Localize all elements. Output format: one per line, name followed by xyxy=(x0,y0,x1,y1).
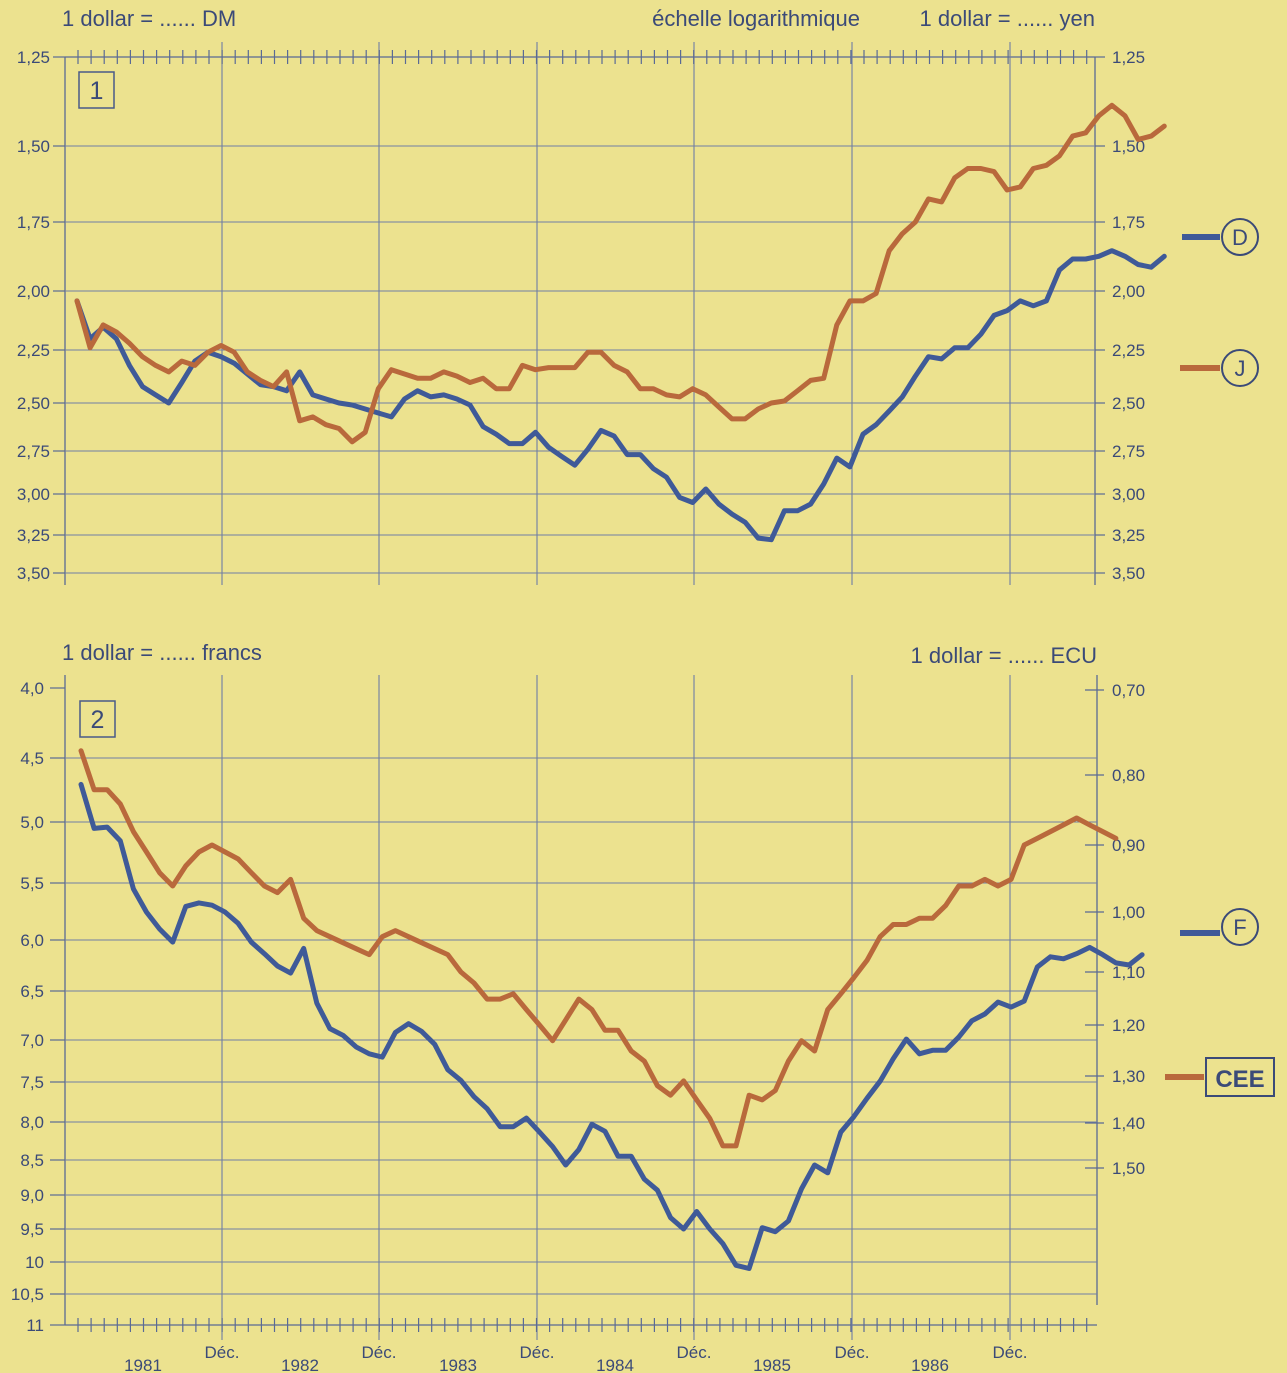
panel2-left-tick-label: 4,0 xyxy=(20,679,44,698)
series-line-J xyxy=(74,102,1167,445)
panel1-left-tick-label: 3,00 xyxy=(17,485,50,504)
panel2: 2 4,0 4,5 5,0 5,5 6,0 6,5 7,0 7,5 8,0 8,5 9,0 9,5 10… xyxy=(11,675,1145,1340)
panel2-left-tick-label: 9,0 xyxy=(20,1186,44,1205)
panel2-right-tick-label: 1,00 xyxy=(1112,903,1145,922)
panel2-left-tick-label: 10,5 xyxy=(11,1285,44,1304)
panel1-right-tick-label: 1,25 xyxy=(1112,48,1145,67)
panel2-grid xyxy=(65,675,1097,1340)
legend-D-label: D xyxy=(1232,225,1248,250)
x-year-label: 1982 xyxy=(281,1356,319,1373)
x-dec-label: Déc. xyxy=(205,1343,240,1362)
legend-CEE-label: CEE xyxy=(1215,1066,1264,1093)
panel2-right-tick-label: 1,10 xyxy=(1112,963,1145,982)
panel2-right-tick-label: 0,70 xyxy=(1112,681,1145,700)
panel1-right-tick-label: 3,25 xyxy=(1112,526,1145,545)
panel2-left-tick-label: 8,5 xyxy=(20,1151,44,1170)
legend-J-circle xyxy=(1221,349,1259,387)
legend-CEE-box xyxy=(1205,1057,1275,1097)
panel2-left-tick-label: 9,5 xyxy=(20,1220,44,1239)
panel1-label-box xyxy=(78,71,115,109)
panel2-right-tick-label: 1,50 xyxy=(1112,1159,1145,1178)
series-line-D xyxy=(74,248,1167,543)
panel1-label: 1 xyxy=(90,77,104,105)
panel1-left-tick-label: 2,25 xyxy=(17,341,50,360)
panel2-left-tick-label: 5,0 xyxy=(20,813,44,832)
panel1-left-tick-label: 1,25 xyxy=(17,48,50,67)
panel1-left-tick-label: 1,50 xyxy=(17,137,50,156)
x-year-label: 1983 xyxy=(439,1356,477,1373)
legend: D J F CEE xyxy=(1165,218,1275,1097)
panel1-right-tick-label: 2,25 xyxy=(1112,341,1145,360)
panel2-right-tick-label: 1,20 xyxy=(1112,1016,1145,1035)
panel2-right-unit: 1 dollar = ...... ECU xyxy=(911,643,1097,668)
panel1-left-tick-label: 2,00 xyxy=(17,282,50,301)
panel1-right-tick-label: 1,75 xyxy=(1112,213,1145,232)
panel1-right-tick-label: 2,00 xyxy=(1112,282,1145,301)
panel2-left-tick-label: 7,0 xyxy=(20,1031,44,1050)
legend-F-label: F xyxy=(1233,915,1246,940)
panel2-left-tick-label: 6,0 xyxy=(20,931,44,950)
series-line-CEE xyxy=(78,748,1119,1149)
series-line-F xyxy=(78,781,1145,1271)
panel1-right-tick-label: 1,50 xyxy=(1112,137,1145,156)
panel2-y-ticks: 4,0 4,5 5,0 5,5 6,0 6,5 7,0 7,5 8,0 8,5 9,0 9,5 10 10… xyxy=(11,679,1145,1335)
x-dec-label: Déc. xyxy=(677,1343,712,1362)
panel1-right-tick-label: 2,50 xyxy=(1112,394,1145,413)
panel1-left-tick-label: 3,50 xyxy=(17,564,50,583)
panel1-series xyxy=(74,102,1167,543)
panel2-right-tick-label: 1,30 xyxy=(1112,1067,1145,1086)
panel1-left-tick-label: 2,50 xyxy=(17,394,50,413)
legend-J-label: J xyxy=(1235,356,1246,381)
x-dec-label: Déc. xyxy=(993,1343,1028,1362)
x-dec-label: Déc. xyxy=(520,1343,555,1362)
panel2-left-tick-label: 4,5 xyxy=(20,749,44,768)
panel2-left-unit: 1 dollar = ...... francs xyxy=(62,640,262,665)
panel1-grid xyxy=(65,42,1095,585)
panel2-left-tick-label: 6,5 xyxy=(20,982,44,1001)
panel2-left-tick-label: 5,5 xyxy=(20,874,44,893)
panel1-right-tick-label: 3,00 xyxy=(1112,485,1145,504)
legend-F-circle xyxy=(1221,908,1259,946)
panel1-left-tick-label: 1,75 xyxy=(17,213,50,232)
x-year-label: 1985 xyxy=(753,1356,791,1373)
panel2-right-tick-label: 1,40 xyxy=(1112,1114,1145,1133)
panel1-right-unit: 1 dollar = ...... yen xyxy=(920,6,1095,31)
panel1-right-tick-label: 2,75 xyxy=(1112,442,1145,461)
x-dec-label: Déc. xyxy=(835,1343,870,1362)
panel1-right-tick-label: 3,50 xyxy=(1112,564,1145,583)
panel2-left-tick-label: 8,0 xyxy=(20,1113,44,1132)
panel2-left-tick-label: 11 xyxy=(26,1316,44,1335)
panel2-right-tick-label: 0,80 xyxy=(1112,766,1145,785)
x-axis-labels: Déc. Déc. Déc. Déc. Déc. Déc. 1981 1982 1983 1984… xyxy=(124,1343,1027,1373)
panel2-label: 2 xyxy=(91,706,105,734)
panel2-left-tick-label: 10 xyxy=(25,1253,44,1272)
x-year-label: 1986 xyxy=(911,1356,949,1373)
legend-D-circle xyxy=(1221,218,1259,256)
x-year-label: 1984 xyxy=(596,1356,634,1373)
panel1-left-tick-label: 3,25 xyxy=(17,526,50,545)
panel1-scale-note: échelle logarithmique xyxy=(652,6,860,31)
panel2-label-box xyxy=(79,700,116,738)
x-year-label: 1981 xyxy=(124,1356,162,1373)
panel2-left-tick-label: 7,5 xyxy=(20,1073,44,1092)
panel1-left-tick-label: 2,75 xyxy=(17,442,50,461)
panel2-series xyxy=(78,748,1145,1271)
panel2-right-tick-label: 0,90 xyxy=(1112,836,1145,855)
panel1-y-ticks: 1,25 1,50 1,75 2,00 2,25 2,50 2,75 3,00 3,25 3,50… xyxy=(17,48,1145,583)
panel1: 1 1,25 1,50 1,75 2,00 2,25 2,50 2,75 3,00 3,25 3,… xyxy=(17,42,1167,585)
panel1-left-unit: 1 dollar = ...... DM xyxy=(62,6,236,31)
x-dec-label: Déc. xyxy=(362,1343,397,1362)
